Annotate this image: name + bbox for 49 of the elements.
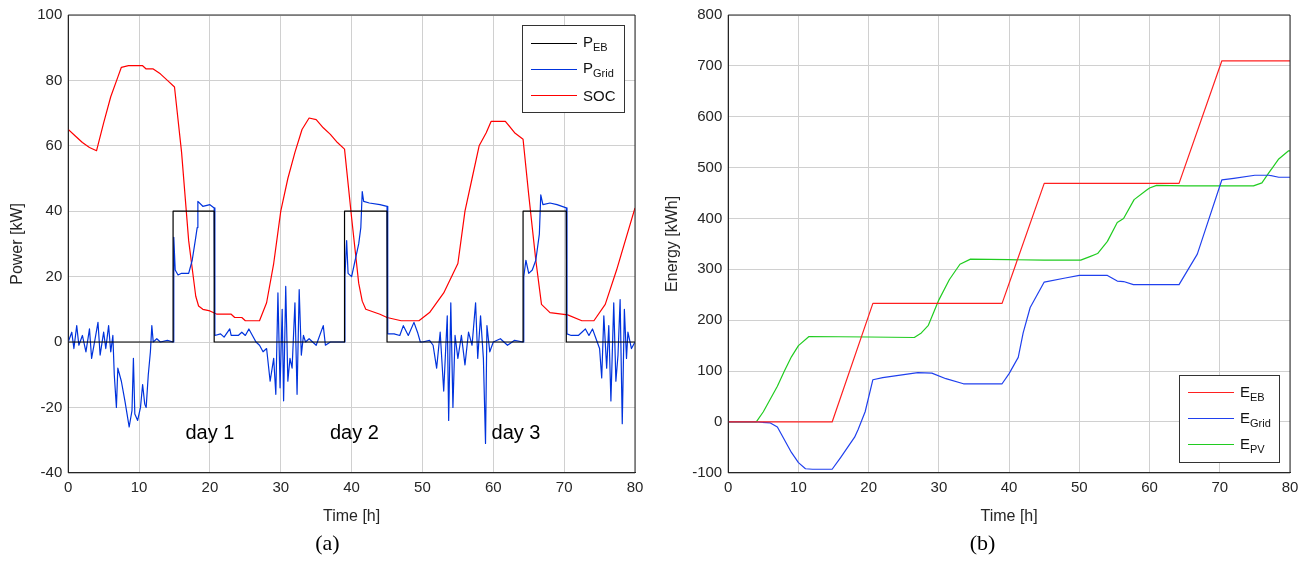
text: (b) — [968, 530, 997, 556]
x-tick-label: 20 — [201, 477, 219, 495]
y-tick-label: 800 — [697, 5, 723, 23]
y-tick-label: 100 — [697, 361, 723, 379]
y-tick-label: -100 — [692, 462, 723, 480]
y-tick-label: -20 — [40, 397, 63, 415]
x-tick-label: 10 — [790, 477, 807, 495]
y-tick-label: 200 — [697, 310, 723, 328]
y-tick-label: 300 — [697, 259, 723, 277]
legend-label: P$_{Grid}$ — [583, 59, 614, 79]
y-tick-label: 60 — [45, 135, 63, 153]
x-tick-label: 40 — [1000, 477, 1018, 495]
y-tick-label: 40 — [45, 201, 63, 219]
y-axis-title: Energy [kWh] — [663, 195, 681, 292]
annotation: day 1 — [185, 421, 235, 444]
y-tick-label: 400 — [697, 208, 723, 226]
x-tick-label: 80 — [1281, 477, 1299, 495]
x-axis-title: Time [h] — [323, 506, 381, 524]
y-tick-label: 600 — [697, 106, 723, 124]
y-tick-label: 20 — [45, 266, 63, 284]
x-tick-label: 70 — [1211, 477, 1229, 495]
x-tick-label: 50 — [414, 477, 431, 495]
legend-label: E$_{EB}$ — [1240, 382, 1265, 403]
x-tick-label: 70 — [555, 477, 573, 495]
x-tick-label: 60 — [484, 477, 502, 495]
y-tick-label: -40 — [40, 462, 63, 480]
legend-label: E$_{Grid}$ — [1240, 408, 1271, 429]
legend-label: E$_{PV}$ — [1240, 434, 1265, 455]
text: (a) — [314, 530, 341, 556]
annotation: day 3 — [491, 421, 541, 444]
y-tick-label: 700 — [697, 56, 723, 74]
y-tick-label: 500 — [697, 157, 723, 175]
x-tick-label: 50 — [1070, 477, 1088, 495]
x-tick-label: 30 — [272, 477, 290, 495]
x-tick-label: 40 — [343, 477, 360, 495]
legend-label: SOC — [583, 86, 616, 104]
y-tick-label: 100 — [37, 5, 63, 23]
legend-label: P$_{EB}$ — [583, 33, 608, 53]
annotation: day 2 — [329, 421, 379, 444]
x-tick-label: 30 — [930, 477, 948, 495]
y-tick-label: 80 — [45, 70, 63, 88]
x-axis-title: Time [h] — [980, 506, 1038, 524]
x-tick-label: 60 — [1141, 477, 1158, 495]
y-axis-title: Power [kW] — [8, 203, 26, 285]
y-tick-label: 0 — [53, 332, 63, 350]
x-tick-label: 20 — [860, 477, 878, 495]
x-tick-label: 80 — [626, 477, 644, 495]
x-tick-label: 10 — [130, 477, 148, 495]
y-tick-label: 0 — [713, 412, 723, 430]
